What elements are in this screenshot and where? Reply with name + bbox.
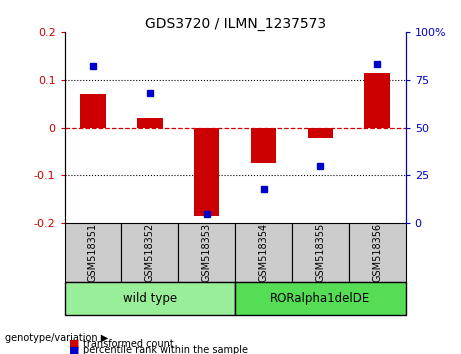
- Bar: [65, 282, 235, 315]
- Text: transformed count: transformed count: [83, 339, 174, 349]
- Text: GSM518354: GSM518354: [259, 223, 269, 282]
- Text: GSM518352: GSM518352: [145, 223, 155, 282]
- Text: ■: ■: [69, 339, 80, 349]
- Text: RORalpha1delDE: RORalpha1delDE: [270, 292, 371, 305]
- Bar: [235, 282, 406, 315]
- Title: GDS3720 / ILMN_1237573: GDS3720 / ILMN_1237573: [145, 17, 325, 31]
- Text: percentile rank within the sample: percentile rank within the sample: [83, 346, 248, 354]
- Bar: [121, 223, 178, 282]
- Text: genotype/variation ▶: genotype/variation ▶: [5, 333, 108, 343]
- Bar: [65, 223, 121, 282]
- Text: GSM518351: GSM518351: [88, 223, 98, 282]
- Bar: [292, 223, 349, 282]
- Bar: [194, 127, 219, 216]
- Text: wild type: wild type: [123, 292, 177, 305]
- Bar: [349, 223, 406, 282]
- Bar: [137, 118, 163, 127]
- Bar: [178, 223, 235, 282]
- Text: GSM518356: GSM518356: [372, 223, 382, 282]
- Bar: [307, 127, 333, 138]
- Bar: [80, 94, 106, 127]
- Text: ■: ■: [69, 346, 80, 354]
- Text: GSM518355: GSM518355: [315, 223, 325, 282]
- Text: GSM518353: GSM518353: [201, 223, 212, 282]
- Bar: [251, 127, 276, 164]
- Bar: [235, 223, 292, 282]
- Bar: [365, 73, 390, 127]
